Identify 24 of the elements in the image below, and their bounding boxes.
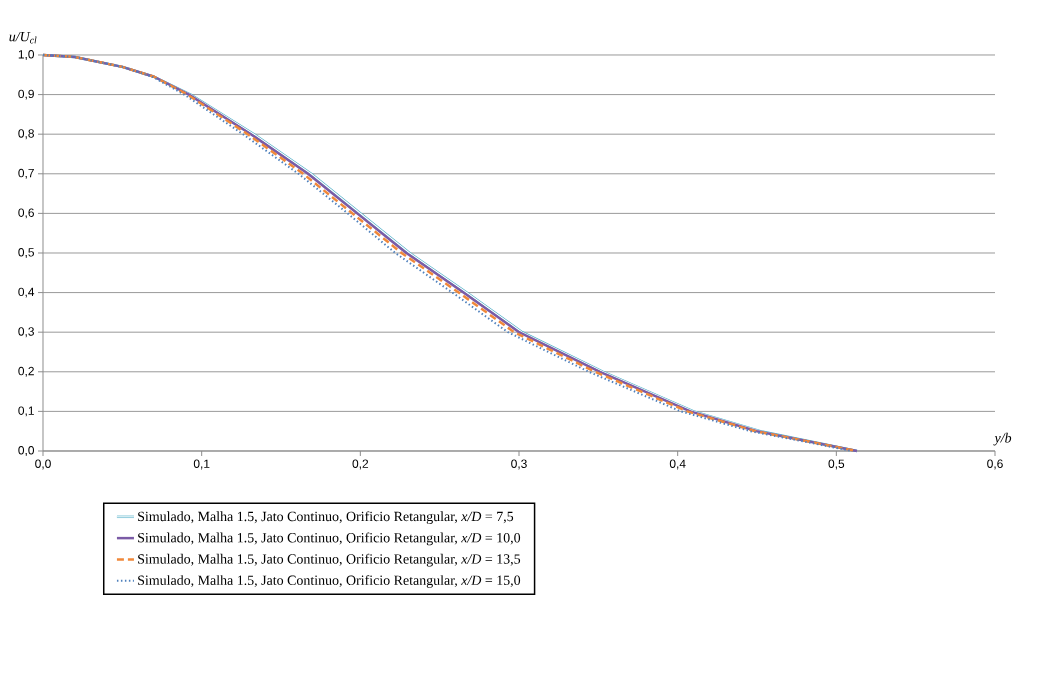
- y-tick-label: 0,1: [18, 406, 34, 417]
- y-tick-label: 1,0: [18, 50, 35, 60]
- legend-label: Simulado, Malha 1.5, Jato Continuo, Orificio Retangular, x/D = 7,5: [138, 511, 514, 525]
- y-axis-title: u/U$_{cl}$: [9, 32, 37, 44]
- y-tick-label: 0,8: [18, 129, 34, 140]
- legend-label: Simulado, Malha 1.5, Jato Continuo, Orificio Retangular, x/D = 10,0: [138, 532, 521, 546]
- y-tick-label: 0,0: [18, 446, 35, 456]
- x-tick-label: 0,4: [669, 459, 686, 470]
- x-tick-label: 0,0: [35, 459, 51, 470]
- y-tick-label: 0,2: [18, 366, 34, 377]
- y-tick-label: 0,6: [18, 208, 34, 219]
- y-tick-label: 0,5: [18, 248, 34, 258]
- legend-label: Simulado, Malha 1.5, Jato Continuo, Orificio Retangular, x/D = 15,0: [138, 575, 521, 588]
- legend-label: Simulado, Malha 1.5, Jato Continuo, Orificio Retangular, x/D = 13,5: [138, 553, 521, 567]
- x-tick-label: 0,6: [987, 459, 1003, 470]
- x-axis-title: y/b: [993, 432, 1012, 446]
- x-tick-label: 0,3: [511, 459, 527, 470]
- x-tick-label: 0,5: [828, 459, 845, 470]
- y-tick-label: 0,7: [18, 168, 34, 179]
- y-tick-label: 0,9: [18, 89, 34, 100]
- y-tick-label: 0,3: [18, 327, 34, 338]
- x-tick-label: 0,1: [193, 459, 210, 470]
- x-tick-label: 0,2: [352, 459, 369, 470]
- y-tick-label: 0,4: [18, 287, 35, 298]
